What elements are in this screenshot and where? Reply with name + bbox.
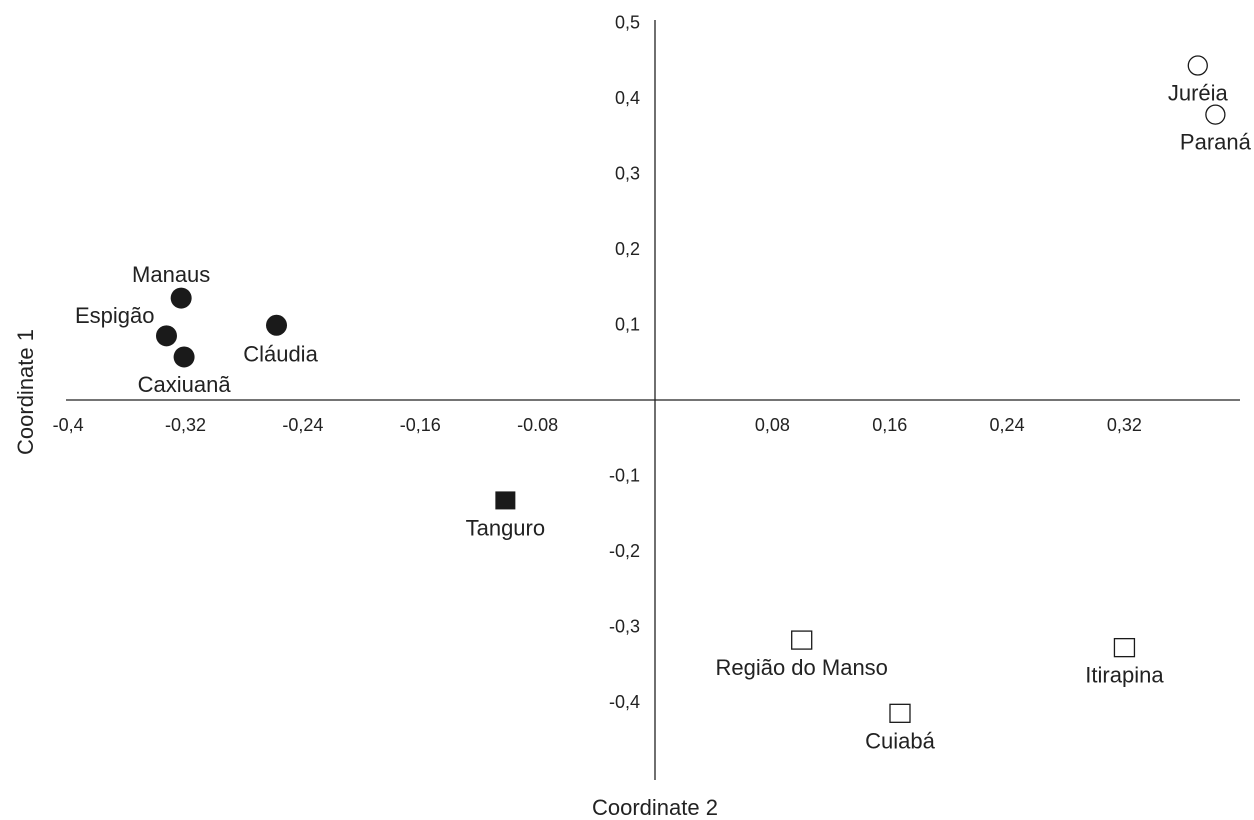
point-espigao — [155, 325, 177, 347]
point-label-jureia: Juréia — [1168, 81, 1229, 106]
point-label-caxiuana: Caxiuanã — [138, 372, 232, 397]
y-tick-label: -0,3 — [609, 617, 640, 637]
point-label-regiao-do-manso: Região do Manso — [715, 655, 887, 680]
point-itirapina — [1113, 637, 1136, 658]
x-tick-label: 0,24 — [990, 415, 1025, 435]
point-label-manaus: Manaus — [132, 262, 210, 287]
point-jureia — [1187, 55, 1208, 76]
x-tick-label: -0,4 — [53, 415, 84, 435]
point-label-cuiaba: Cuiabá — [865, 728, 935, 753]
point-label-tanguro: Tanguro — [466, 515, 546, 540]
point-caxiuana — [173, 346, 195, 368]
y-axis-title: Coordinate 1 — [13, 329, 38, 455]
x-tick-labels: -0,4 -0,32 -0,24 -0,16 -0.08 0,08 0,16 0,24 0,32 — [53, 415, 1142, 435]
x-tick-label: 0,16 — [872, 415, 907, 435]
y-tick-label: 0,4 — [615, 88, 640, 108]
y-tick-label: 0,1 — [615, 315, 640, 335]
x-tick-label: -0,16 — [400, 415, 441, 435]
x-axis-title: Coordinate 2 — [592, 795, 718, 820]
point-label-claudia: Cláudia — [243, 341, 318, 366]
x-tick-label: 0,32 — [1107, 415, 1142, 435]
y-tick-label: 0,2 — [615, 239, 640, 259]
point-label-itirapina: Itirapina — [1085, 663, 1164, 688]
point-label-parana: Paraná — [1180, 130, 1252, 155]
x-tick-label: -0,32 — [165, 415, 206, 435]
x-tick-label: -0.08 — [517, 415, 558, 435]
axes — [66, 20, 1240, 780]
data-points — [155, 55, 1226, 723]
point-regiao-do-manso — [791, 630, 813, 650]
point-tanguro — [495, 491, 516, 510]
point-label-espigao: Espigão — [75, 303, 155, 328]
y-tick-label: 0,3 — [615, 164, 640, 184]
y-tick-label: -0,1 — [609, 466, 640, 486]
point-parana — [1205, 104, 1226, 125]
point-cuiaba — [889, 703, 911, 723]
x-tick-label: -0,24 — [282, 415, 323, 435]
y-tick-label: 0,5 — [615, 13, 640, 33]
y-tick-labels: 0,5 0,4 0,3 0,2 0,1 -0,1 -0,2 -0,3 -0,4 — [609, 13, 640, 713]
x-tick-label: 0,08 — [755, 415, 790, 435]
y-tick-label: -0,2 — [609, 541, 640, 561]
y-tick-label: -0,4 — [609, 692, 640, 712]
point-labels: Juréia Paraná Manaus Espigão Caxiuanã Cláudia… — [75, 81, 1252, 754]
point-manaus — [170, 287, 192, 309]
point-claudia — [266, 314, 288, 336]
